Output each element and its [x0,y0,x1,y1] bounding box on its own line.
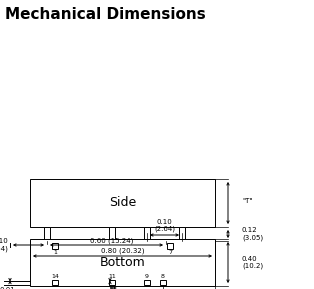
Bar [144,280,150,285]
Text: 1: 1 [53,250,57,255]
Bar [179,227,185,241]
Bar [52,280,58,285]
Text: Bottom: Bottom [100,256,145,269]
Text: "T": "T" [242,198,252,204]
Bar [109,280,115,285]
Text: Side: Side [109,197,136,210]
Text: Mechanical Dimensions: Mechanical Dimensions [5,7,206,22]
Text: 8: 8 [161,274,165,279]
Bar [160,280,166,285]
Text: 9: 9 [145,274,149,279]
Bar [109,227,115,241]
Bar [30,239,215,286]
Text: 14: 14 [51,274,59,279]
Bar [30,179,215,227]
Text: 0.80 (20.32): 0.80 (20.32) [101,248,144,255]
Text: 0.10
(2.54): 0.10 (2.54) [0,238,8,252]
Text: 0.60 (15.24): 0.60 (15.24) [90,237,133,244]
Text: 0.01
(0.25): 0.01 (0.25) [0,288,18,289]
Text: 0.10
(2.64): 0.10 (2.64) [154,219,175,232]
Bar [52,243,58,249]
Text: 11: 11 [108,274,116,279]
Text: 0.12
(3.05): 0.12 (3.05) [242,227,263,241]
Text: 0.40
(10.2): 0.40 (10.2) [242,256,263,269]
Bar [144,227,150,241]
Bar [167,243,173,249]
Bar [44,227,50,241]
Text: 7: 7 [168,250,172,255]
